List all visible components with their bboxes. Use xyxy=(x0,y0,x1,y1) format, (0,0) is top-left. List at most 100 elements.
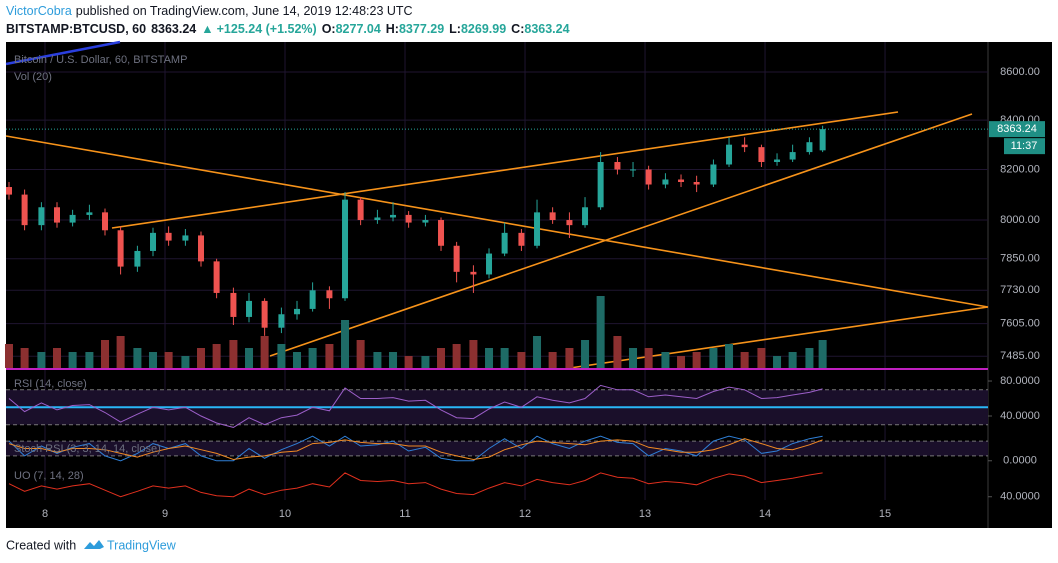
x-tick-label: 8 xyxy=(42,508,48,520)
candle-body xyxy=(102,212,109,231)
ohlc: O:8277.04 H:8377.29 L:8269.99 C:8363.24 xyxy=(322,22,570,36)
candle-body xyxy=(21,194,28,226)
volume-bar xyxy=(548,352,557,368)
trendline xyxy=(269,113,973,357)
candle-body xyxy=(213,261,220,293)
candle-body xyxy=(357,199,364,221)
volume-bar xyxy=(68,352,77,368)
indicator-line xyxy=(8,438,823,461)
ohlc-value: 8269.99 xyxy=(461,22,506,36)
marks xyxy=(5,125,988,498)
volume-bar xyxy=(485,348,494,368)
volume-bar xyxy=(677,356,686,368)
candle-body xyxy=(342,199,349,299)
volume-bar xyxy=(644,348,653,368)
volume-bar xyxy=(181,356,190,368)
y-tick-label: 8000.00 xyxy=(1000,214,1040,226)
volume-bar xyxy=(389,352,398,368)
volume-bar xyxy=(277,344,286,368)
indicator-line xyxy=(8,472,823,498)
volume-bar xyxy=(293,352,302,368)
volume-bar xyxy=(37,352,46,368)
volume-bar xyxy=(818,340,827,368)
candle-body xyxy=(819,129,826,151)
volume-bar xyxy=(101,340,110,368)
panel-title: Stoch RSI (3, 3, 14, 14, close) xyxy=(14,443,161,455)
x-tick-label: 12 xyxy=(519,508,531,520)
volume-bar xyxy=(212,344,221,368)
candle-body xyxy=(150,232,157,251)
candle-body xyxy=(614,162,621,170)
candle-body xyxy=(182,235,189,241)
volume-bar xyxy=(725,344,734,368)
panel-title: RSI (14, close) xyxy=(14,378,87,390)
candle-body xyxy=(294,308,301,315)
volume-bar xyxy=(740,352,749,368)
labels: 8 9 10 11 12 13 14 15 7485.00 7605.00 7730.00 7850.… xyxy=(14,54,1045,520)
x-tick-label: 15 xyxy=(879,508,891,520)
volume-bar xyxy=(197,348,206,368)
panel-title: Bitcoin / U.S. Dollar, 60, BITSTAMP xyxy=(14,54,187,66)
candle-body xyxy=(597,162,604,208)
volume-bar xyxy=(805,348,814,368)
last-price-label: 8363.24 xyxy=(997,123,1037,135)
volume-bar xyxy=(20,348,29,368)
author: VictorCobra xyxy=(6,4,72,18)
trendlines xyxy=(5,40,989,369)
volume-bar xyxy=(53,348,62,368)
y-tick-label: 7605.00 xyxy=(1000,318,1040,330)
candle-body xyxy=(501,232,508,254)
volume-bar xyxy=(565,348,574,368)
candle-body xyxy=(678,179,685,183)
header-line-2: BITSTAMP:BTCUSD, 60 8363.24 ▲ +125.24 (+1.5… xyxy=(6,22,570,36)
volume-bar xyxy=(613,336,622,368)
volume-bar xyxy=(356,340,365,368)
candle-body xyxy=(165,232,172,241)
candle-body xyxy=(261,300,268,328)
indicator-line xyxy=(8,384,823,428)
candle-body xyxy=(549,212,556,221)
candle-body xyxy=(582,207,589,226)
candle-body xyxy=(741,144,748,148)
volume-bar xyxy=(773,356,782,368)
candle-body xyxy=(54,207,61,223)
volume-bar xyxy=(5,344,14,368)
volume-bar xyxy=(452,344,461,368)
trendline xyxy=(569,306,989,369)
panel-title: UO (7, 14, 28) xyxy=(14,470,84,482)
logo-icon xyxy=(84,540,104,549)
volume-bar xyxy=(133,348,142,368)
candle-body xyxy=(630,169,637,171)
candle-body xyxy=(309,290,316,309)
volume-bar xyxy=(116,336,125,368)
trendline xyxy=(111,111,899,229)
y-tick-label: 8200.00 xyxy=(1000,163,1040,175)
volume-bar xyxy=(85,352,94,368)
candle-body xyxy=(422,220,429,223)
volume-bar xyxy=(629,348,638,368)
candle-body xyxy=(726,144,733,165)
y-tick-label: 7850.00 xyxy=(1000,253,1040,265)
change: +125.24 (+1.52%) xyxy=(217,22,317,36)
volume-bar xyxy=(596,296,605,368)
y-tick-label: 7485.00 xyxy=(1000,350,1040,362)
y-tick-label: 8600.00 xyxy=(1000,66,1040,78)
volume-bar xyxy=(373,352,382,368)
countdown-box xyxy=(1004,138,1045,155)
candle-body xyxy=(774,159,781,163)
x-tick-label: 13 xyxy=(639,508,651,520)
logo xyxy=(84,540,104,549)
arrow: ▲ xyxy=(201,22,213,36)
volume-bar xyxy=(421,356,430,368)
trendline xyxy=(5,135,989,308)
candle-body xyxy=(390,214,397,218)
volume-title: Vol (20) xyxy=(14,71,52,83)
level-band xyxy=(6,441,988,456)
ohlc-value: 8363.24 xyxy=(524,22,569,36)
candle-body xyxy=(518,232,525,246)
price: 8363.24 xyxy=(151,22,196,36)
footer-brand: TradingView xyxy=(107,538,177,552)
volume-bar xyxy=(581,340,590,368)
candle-body xyxy=(710,164,717,185)
